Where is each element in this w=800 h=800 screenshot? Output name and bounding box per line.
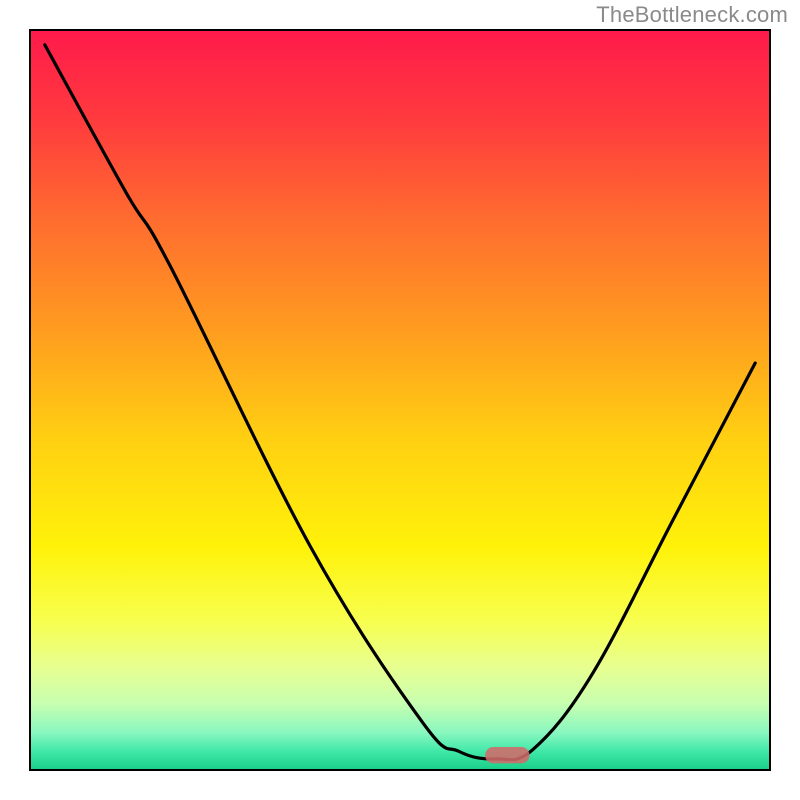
plot-background <box>30 30 770 770</box>
optimum-marker <box>485 747 529 763</box>
bottleneck-chart <box>0 0 800 800</box>
watermark-text: TheBottleneck.com <box>596 2 788 28</box>
